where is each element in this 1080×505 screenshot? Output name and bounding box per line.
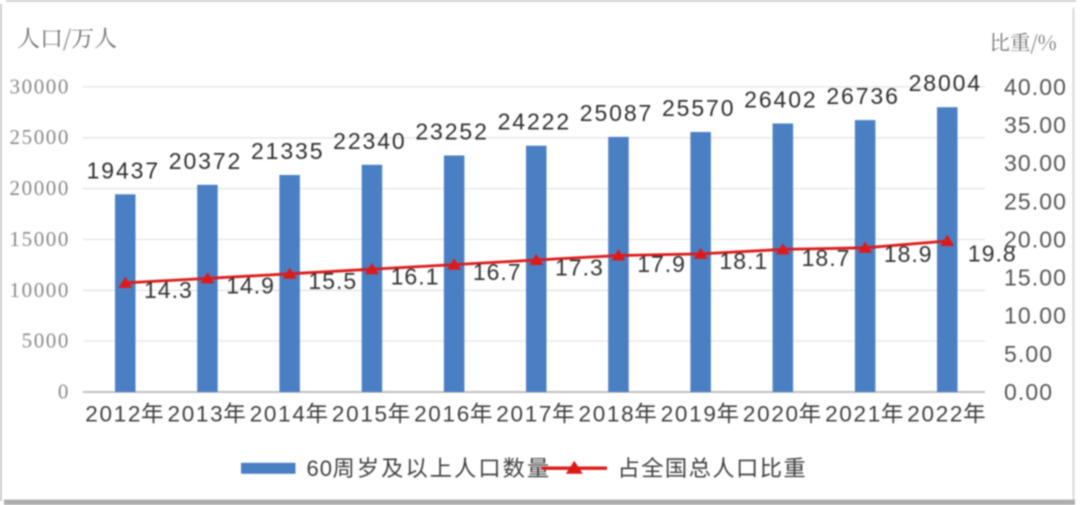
svg-text:26736: 26736 [826,83,899,109]
svg-text:5000: 5000 [22,329,70,353]
svg-text:16.7: 16.7 [473,259,522,285]
svg-text:25.00: 25.00 [1004,188,1067,214]
svg-text:15.00: 15.00 [1004,265,1067,291]
svg-text:30.00: 30.00 [1004,150,1067,176]
svg-text:19437: 19437 [87,157,160,183]
svg-text:2012: 2012 [85,402,142,427]
svg-text:2018: 2018 [579,402,636,427]
svg-text:25000: 25000 [10,125,71,149]
svg-text:2014: 2014 [250,402,307,427]
svg-text:2020: 2020 [743,402,800,427]
svg-text:23252: 23252 [415,119,488,145]
svg-text:2015: 2015 [332,402,389,427]
svg-text:2016: 2016 [414,402,471,427]
svg-text:14.9: 14.9 [226,273,275,299]
svg-text:20.00: 20.00 [1004,226,1067,252]
svg-text:10.00: 10.00 [1004,303,1067,329]
svg-text:19.8: 19.8 [968,241,1017,267]
svg-text:17.3: 17.3 [555,254,604,280]
svg-text:18.9: 18.9 [884,241,933,267]
svg-text:25087: 25087 [580,100,653,126]
svg-text:0.00: 0.00 [1004,379,1053,405]
svg-text:2022: 2022 [907,402,964,427]
svg-text:2019: 2019 [661,402,718,427]
svg-text:28004: 28004 [909,70,982,96]
svg-text:2021: 2021 [825,402,882,427]
svg-text:10000: 10000 [10,278,71,302]
svg-text:21335: 21335 [251,138,324,164]
svg-text:30000: 30000 [10,74,71,98]
svg-text:40.00: 40.00 [1004,74,1067,100]
svg-text:14.3: 14.3 [144,277,193,303]
svg-text:22340: 22340 [333,128,406,154]
svg-text:2017: 2017 [496,402,553,427]
svg-text:20000: 20000 [10,176,71,200]
svg-text:35.00: 35.00 [1004,112,1067,138]
svg-text:17.9: 17.9 [637,251,686,277]
svg-text:60: 60 [307,456,333,481]
svg-text:26402: 26402 [744,87,817,113]
svg-text:18.7: 18.7 [802,245,851,271]
svg-text:0: 0 [58,380,70,404]
svg-text:18.1: 18.1 [719,248,768,274]
svg-text:24222: 24222 [498,109,571,135]
svg-text:15000: 15000 [10,227,71,251]
svg-text:5.00: 5.00 [1004,341,1053,367]
svg-text:20372: 20372 [169,148,242,174]
svg-text:16.1: 16.1 [391,263,440,289]
svg-text:15.5: 15.5 [308,268,357,294]
svg-text:25570: 25570 [662,95,735,121]
svg-text:2013: 2013 [168,402,225,427]
